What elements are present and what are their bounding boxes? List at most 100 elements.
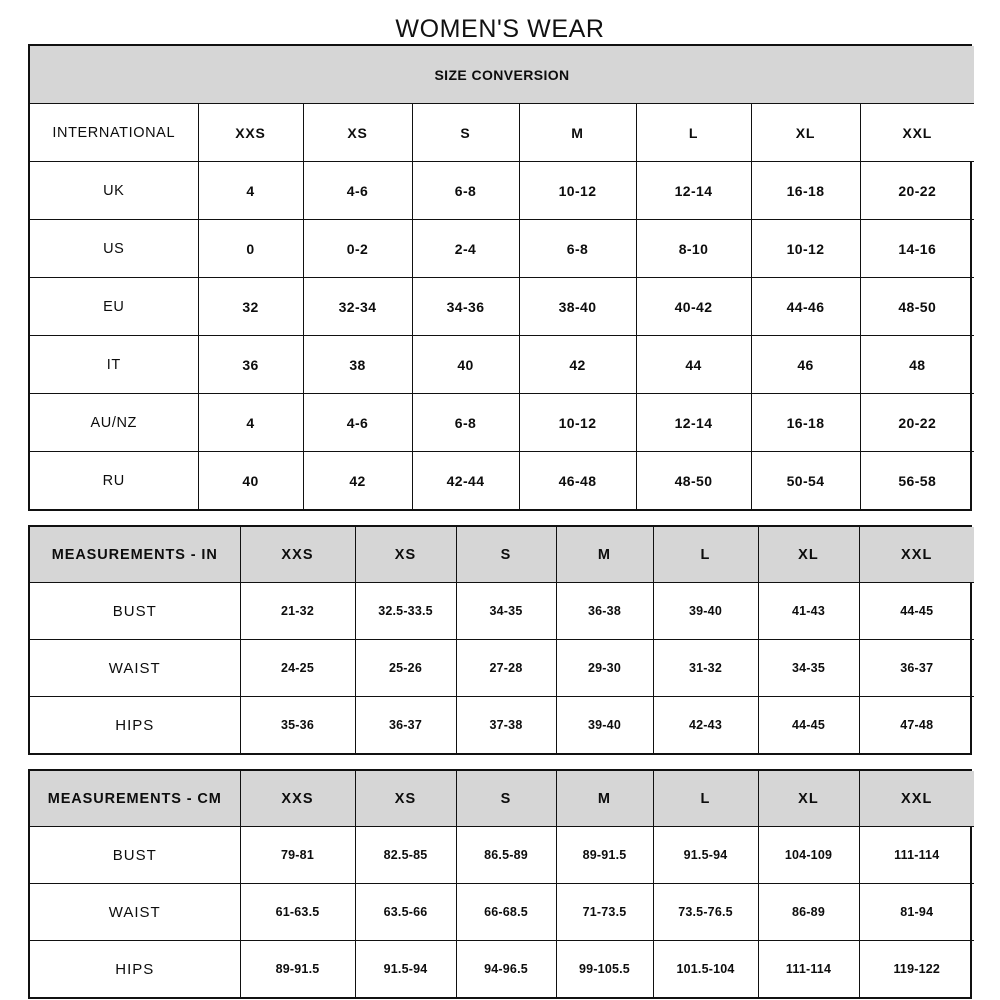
table-row: WAIST 24-25 25-26 27-28 29-30 31-32 34-3… bbox=[30, 639, 974, 697]
cell-in-hips-l: 42-43 bbox=[652, 696, 759, 753]
column-header-m: M bbox=[518, 103, 637, 162]
cell-eu-xs: 32-34 bbox=[302, 277, 413, 336]
row-label-cm-bust: BUST bbox=[30, 826, 241, 884]
table-row: RU 40 42 42-44 46-48 48-50 50-54 56-58 bbox=[30, 451, 975, 509]
cell-eu-l: 40-42 bbox=[635, 277, 752, 336]
row-label-it: IT bbox=[30, 335, 199, 394]
measurements-in-table: MEASUREMENTS - IN XXS XS S M L XL XXL BU… bbox=[30, 527, 974, 753]
column-header-in-m: M bbox=[555, 527, 654, 583]
row-label-cm-waist: WAIST bbox=[30, 883, 241, 941]
cell-in-hips-m: 39-40 bbox=[555, 696, 654, 753]
cell-it-xs: 38 bbox=[302, 335, 413, 394]
cell-ru-xs: 42 bbox=[302, 451, 413, 509]
cell-it-xl: 46 bbox=[750, 335, 861, 394]
page-title: WOMEN'S WEAR bbox=[395, 15, 605, 43]
cell-ru-s: 42-44 bbox=[411, 451, 520, 509]
cell-ru-xl: 50-54 bbox=[750, 451, 861, 509]
table-row: AU/NZ 4 4-6 6-8 10-12 12-14 16-18 20-22 bbox=[30, 393, 975, 452]
cell-cm-bust-m: 89-91.5 bbox=[555, 826, 654, 884]
cell-cm-waist-s: 66-68.5 bbox=[455, 883, 557, 941]
cell-eu-xxs: 32 bbox=[197, 277, 304, 336]
cell-uk-xxs: 4 bbox=[197, 161, 304, 220]
cell-eu-m: 38-40 bbox=[518, 277, 637, 336]
cell-us-m: 6-8 bbox=[518, 219, 637, 278]
cell-in-hips-xxl: 47-48 bbox=[858, 696, 974, 753]
column-header-measurements-in: MEASUREMENTS - IN bbox=[30, 527, 241, 583]
cell-cm-hips-xxs: 89-91.5 bbox=[239, 940, 356, 997]
cell-uk-xl: 16-18 bbox=[750, 161, 861, 220]
cell-cm-waist-xl: 86-89 bbox=[757, 883, 860, 941]
row-label-aunz: AU/NZ bbox=[30, 393, 199, 452]
cell-cm-waist-m: 71-73.5 bbox=[555, 883, 654, 941]
cell-in-waist-xxl: 36-37 bbox=[858, 639, 974, 697]
cell-cm-bust-xxs: 79-81 bbox=[239, 826, 356, 884]
cell-in-bust-s: 34-35 bbox=[455, 582, 557, 640]
cell-cm-hips-l: 101.5-104 bbox=[652, 940, 759, 997]
cell-us-xs: 0-2 bbox=[302, 219, 413, 278]
cell-uk-m: 10-12 bbox=[518, 161, 637, 220]
cell-uk-xxl: 20-22 bbox=[859, 161, 975, 220]
cell-us-xl: 10-12 bbox=[750, 219, 861, 278]
column-header-international: INTERNATIONAL bbox=[30, 103, 199, 162]
column-header-xs: XS bbox=[302, 103, 413, 162]
cell-uk-xs: 4-6 bbox=[302, 161, 413, 220]
table-row: UK 4 4-6 6-8 10-12 12-14 16-18 20-22 bbox=[30, 161, 975, 220]
cell-in-waist-xxs: 24-25 bbox=[239, 639, 356, 697]
cell-in-bust-xxl: 44-45 bbox=[858, 582, 974, 640]
size-conversion-banner: SIZE CONVERSION bbox=[30, 46, 975, 104]
cell-us-s: 2-4 bbox=[411, 219, 520, 278]
column-header-s: S bbox=[411, 103, 520, 162]
cell-in-waist-m: 29-30 bbox=[555, 639, 654, 697]
cell-eu-s: 34-36 bbox=[411, 277, 520, 336]
column-header-cm-xs: XS bbox=[354, 771, 457, 827]
row-label-in-waist: WAIST bbox=[30, 639, 241, 697]
column-header-in-xxs: XXS bbox=[239, 527, 356, 583]
cell-it-xxs: 36 bbox=[197, 335, 304, 394]
cell-aunz-xxs: 4 bbox=[197, 393, 304, 452]
table-banner-row: SIZE CONVERSION bbox=[30, 46, 975, 104]
cell-uk-s: 6-8 bbox=[411, 161, 520, 220]
table-row: BUST 79-81 82.5-85 86.5-89 89-91.5 91.5-… bbox=[30, 826, 974, 884]
column-header-xxs: XXS bbox=[197, 103, 304, 162]
table-row: WAIST 61-63.5 63.5-66 66-68.5 71-73.5 73… bbox=[30, 883, 974, 941]
cell-ru-l: 48-50 bbox=[635, 451, 752, 509]
table-row: HIPS 35-36 36-37 37-38 39-40 42-43 44-45… bbox=[30, 696, 974, 753]
column-header-in-xs: XS bbox=[354, 527, 457, 583]
cell-us-l: 8-10 bbox=[635, 219, 752, 278]
cell-cm-bust-xs: 82.5-85 bbox=[354, 826, 457, 884]
cell-cm-hips-xl: 111-114 bbox=[757, 940, 860, 997]
cell-in-bust-xl: 41-43 bbox=[757, 582, 860, 640]
measurements-cm-table: MEASUREMENTS - CM XXS XS S M L XL XXL BU… bbox=[30, 771, 974, 997]
cell-it-xxl: 48 bbox=[859, 335, 975, 394]
cell-in-hips-xxs: 35-36 bbox=[239, 696, 356, 753]
cell-in-bust-l: 39-40 bbox=[652, 582, 759, 640]
cell-eu-xxl: 48-50 bbox=[859, 277, 975, 336]
cell-cm-hips-xs: 91.5-94 bbox=[354, 940, 457, 997]
row-label-us: US bbox=[30, 219, 199, 278]
cell-ru-xxs: 40 bbox=[197, 451, 304, 509]
column-header-cm-xl: XL bbox=[757, 771, 860, 827]
cell-in-waist-s: 27-28 bbox=[455, 639, 557, 697]
column-header-cm-s: S bbox=[455, 771, 557, 827]
size-conversion-table-block: SIZE CONVERSION INTERNATIONAL XXS XS S M… bbox=[28, 44, 975, 511]
table-header-row: MEASUREMENTS - IN XXS XS S M L XL XXL bbox=[30, 527, 974, 583]
table-row: HIPS 89-91.5 91.5-94 94-96.5 99-105.5 10… bbox=[30, 940, 974, 997]
cell-cm-waist-xxl: 81-94 bbox=[858, 883, 974, 941]
row-label-uk: UK bbox=[30, 161, 199, 220]
column-header-cm-xxs: XXS bbox=[239, 771, 356, 827]
cell-cm-waist-xs: 63.5-66 bbox=[354, 883, 457, 941]
cell-in-hips-s: 37-38 bbox=[455, 696, 557, 753]
column-header-in-l: L bbox=[652, 527, 759, 583]
cell-us-xxl: 14-16 bbox=[859, 219, 975, 278]
cell-cm-hips-xxl: 119-122 bbox=[858, 940, 974, 997]
cell-in-bust-xs: 32.5-33.5 bbox=[354, 582, 457, 640]
row-label-in-bust: BUST bbox=[30, 582, 241, 640]
cell-in-waist-l: 31-32 bbox=[652, 639, 759, 697]
cell-in-hips-xl: 44-45 bbox=[757, 696, 860, 753]
column-header-cm-m: M bbox=[555, 771, 654, 827]
table-row: BUST 21-32 32.5-33.5 34-35 36-38 39-40 4… bbox=[30, 582, 974, 640]
cell-aunz-m: 10-12 bbox=[518, 393, 637, 452]
table-row: EU 32 32-34 34-36 38-40 40-42 44-46 48-5… bbox=[30, 277, 975, 336]
cell-in-bust-xxs: 21-32 bbox=[239, 582, 356, 640]
